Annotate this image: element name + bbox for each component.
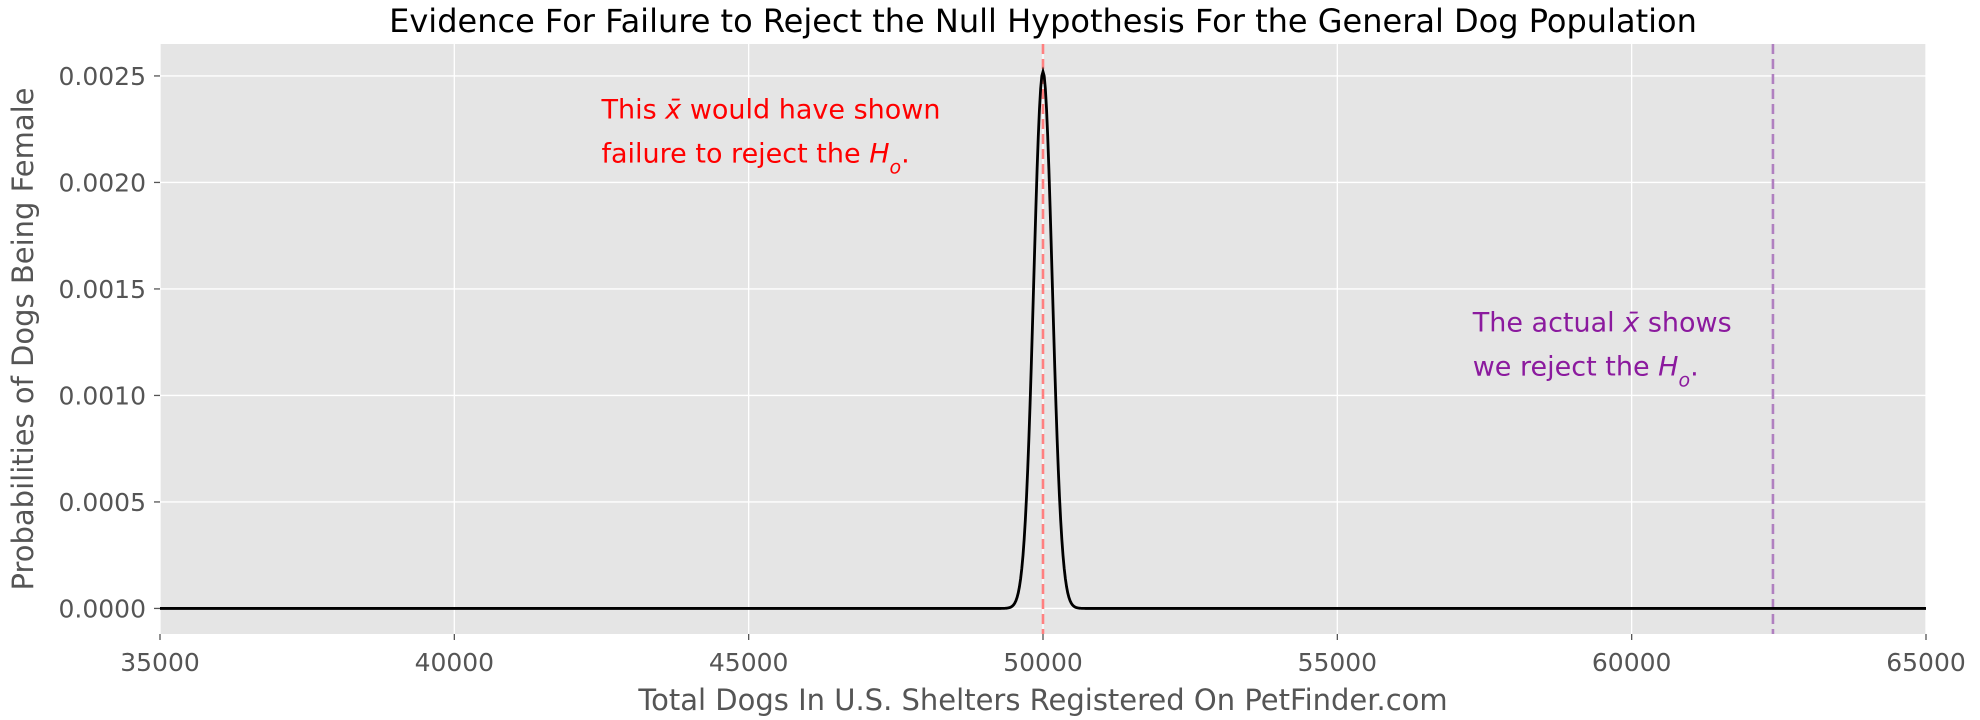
normal-curve-line — [160, 66, 1926, 610]
x-tick-label: 65000 — [1886, 648, 1966, 677]
y-tick-label: 0.0005 — [59, 488, 146, 517]
annotation-line: The actual x̄ shows — [1472, 308, 1732, 339]
annotations: This x̄ would have shown failure to rejec… — [601, 95, 1732, 392]
annotation-line: failure to reject the Ho. — [602, 139, 910, 179]
x-tick-label: 45000 — [709, 648, 789, 677]
y-tick-label: 0.0025 — [59, 62, 146, 91]
y-tick-label: 0.0010 — [59, 381, 146, 410]
x-tick-label: 35000 — [120, 648, 200, 677]
y-tick-label: 0.0000 — [59, 594, 146, 623]
annotation-text: The actual x̄ shows we reject the Ho. — [1472, 308, 1732, 392]
y-axis-label: Probabilities of Dogs Being Female — [6, 88, 40, 591]
x-axis-label: Total Dogs In U.S. Shelters Registered O… — [637, 683, 1447, 717]
reference-lines — [1041, 44, 1775, 634]
y-axis-ticks: 0.0000 0.0005 0.0010 0.0015 0.0020 0.0025 — [59, 62, 160, 623]
x-axis-ticks: 35000 40000 45000 50000 55000 60000 65000 — [120, 634, 1966, 677]
y-tick-label: 0.0015 — [59, 275, 146, 304]
annotation-text: This x̄ would have shown failure to rejec… — [601, 95, 941, 179]
x-tick-label: 40000 — [415, 648, 495, 677]
x-tick-label: 50000 — [1003, 648, 1083, 677]
annotation-line: This x̄ would have shown — [601, 95, 941, 126]
chart-title: Evidence For Failure to Reject the Null … — [389, 2, 1697, 40]
x-tick-label: 55000 — [1298, 648, 1378, 677]
y-tick-label: 0.0020 — [59, 168, 146, 197]
annotation-line: we reject the Ho. — [1473, 352, 1699, 392]
x-tick-label: 60000 — [1592, 648, 1672, 677]
